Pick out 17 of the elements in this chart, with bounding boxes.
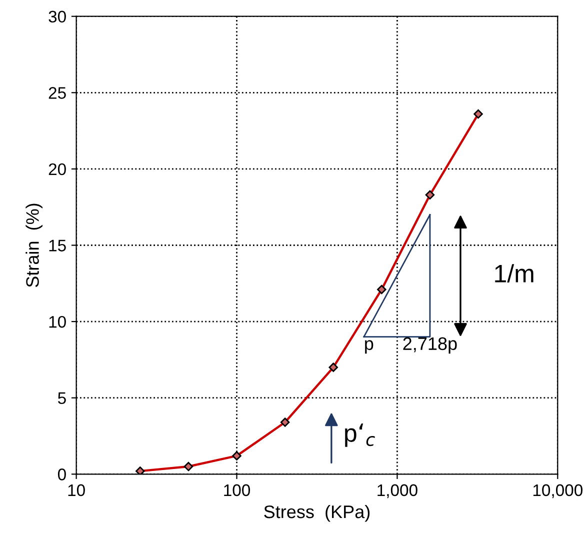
- annotation: 1/m: [495, 264, 534, 282]
- y-axis-title: Strain (%): [26, 204, 42, 288]
- x-tick-label: 1,000: [378, 484, 418, 498]
- x-tick-label: 100: [224, 484, 250, 496]
- annotation: p: [365, 340, 374, 354]
- y-tick-label: 0: [58, 468, 66, 480]
- y-tick-label: 5: [58, 392, 66, 404]
- x-tick-label: 10: [68, 484, 85, 496]
- annotation: p‘$_{c}$: [345, 423, 375, 447]
- annotation: 2,718p: [403, 337, 457, 354]
- y-tick-label: 20: [48, 163, 66, 176]
- y-tick-label: 10: [49, 316, 66, 328]
- y-tick-label: 15: [49, 240, 66, 252]
- x-axis-title: Stress (KPa): [264, 504, 370, 522]
- x-tick-label: 10,000: [533, 484, 582, 498]
- y-tick-label: 30: [48, 10, 66, 23]
- y-tick-label: 25: [48, 87, 66, 99]
